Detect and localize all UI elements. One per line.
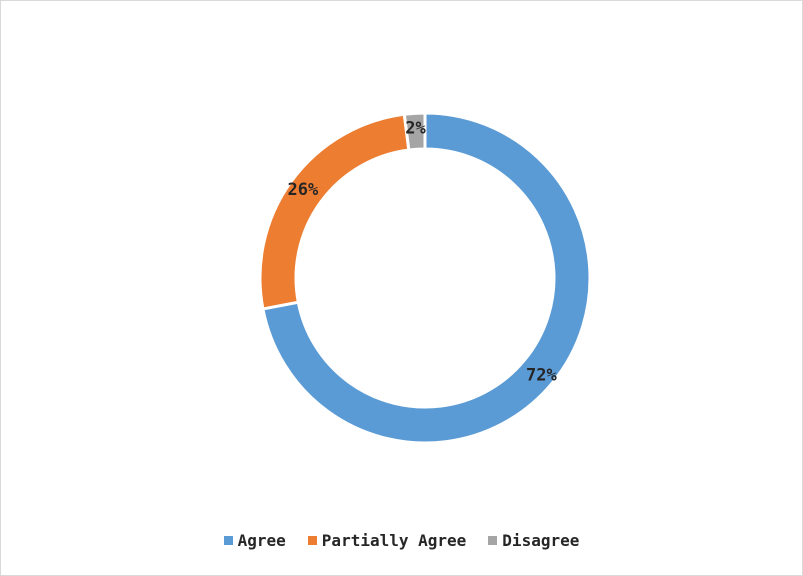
legend-swatch-agree [223, 536, 233, 545]
chart-legend: Agree Partially Agree Disagree [1, 531, 802, 550]
legend-swatch-partially-agree [307, 536, 317, 545]
legend-item-disagree: Disagree [488, 531, 579, 550]
donut-slice-agree [261, 111, 592, 445]
legend-label-partially-agree: Partially Agree [321, 531, 467, 550]
legend-label-disagree: Disagree [502, 531, 580, 550]
data-label-disagree: 2% [405, 118, 426, 138]
legend-swatch-disagree [488, 536, 498, 545]
donut-slice-partially-agree [258, 112, 411, 311]
legend-label-agree: Agree [237, 531, 286, 550]
legend-item-agree: Agree [223, 531, 286, 550]
donut-slice-disagree [402, 111, 427, 152]
donut-slices [258, 111, 592, 445]
legend-item-partially-agree: Partially Agree [307, 531, 467, 550]
data-label-agree: 72% [526, 365, 557, 385]
donut-data-labels: 72% 26% 2% [287, 118, 557, 385]
data-label-partially-agree: 26% [287, 180, 318, 200]
